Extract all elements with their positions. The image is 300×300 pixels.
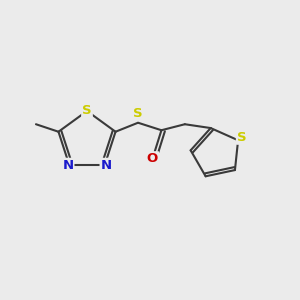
Text: N: N	[100, 159, 112, 172]
Text: S: S	[82, 104, 92, 118]
Text: O: O	[147, 152, 158, 165]
Text: N: N	[62, 159, 74, 172]
Text: S: S	[133, 107, 143, 120]
Text: S: S	[237, 131, 247, 144]
